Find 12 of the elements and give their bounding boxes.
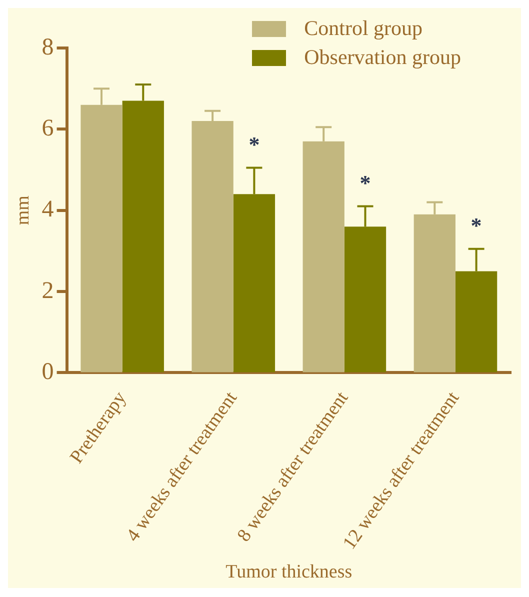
- y-tick-label: 0: [42, 359, 54, 386]
- annotation: *: [470, 213, 482, 238]
- y-axis-title: mm: [12, 195, 34, 226]
- legend-label: Observation group: [304, 45, 461, 70]
- y-tick-label: 8: [42, 34, 54, 60]
- y-tick-label: 2: [42, 278, 54, 304]
- legend-label: Control group: [304, 16, 423, 41]
- annotation: *: [360, 170, 371, 196]
- y-tick-label: 4: [42, 196, 54, 223]
- annotation: *: [248, 132, 260, 158]
- y-tick-label: 6: [42, 115, 54, 142]
- x-axis-title: Tumor thickness: [226, 562, 352, 583]
